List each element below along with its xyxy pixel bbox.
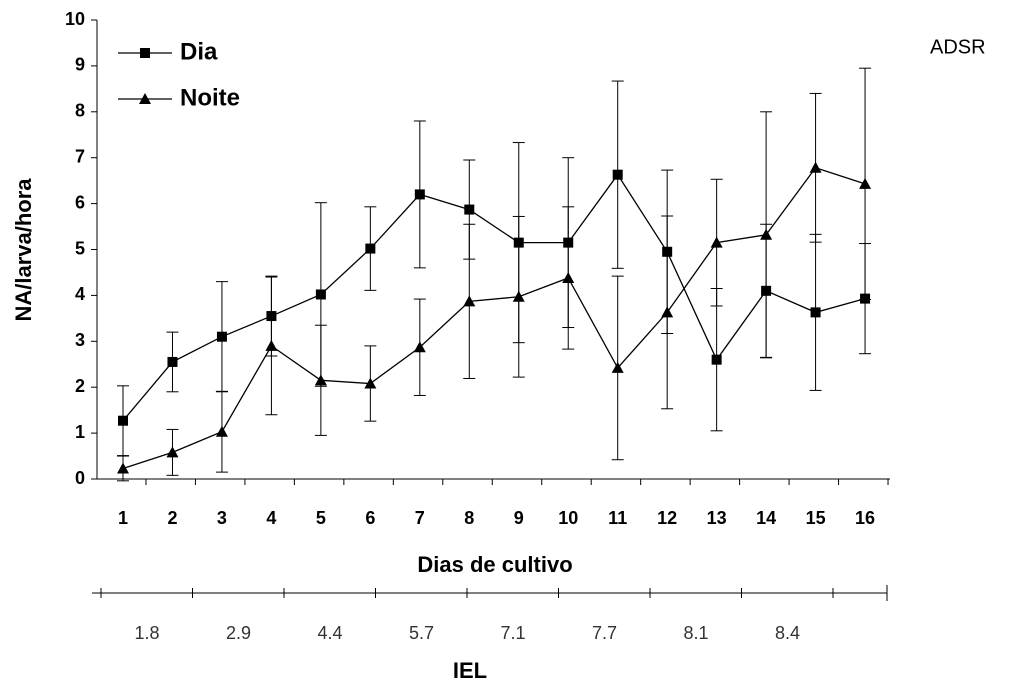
x-tick-label: 12 bbox=[657, 508, 677, 528]
series-line bbox=[122, 167, 866, 470]
marker bbox=[464, 204, 475, 215]
legend-marker bbox=[139, 93, 151, 104]
y-axis-label: NA/larva/hora bbox=[11, 178, 36, 322]
x-tick-label: 15 bbox=[806, 508, 826, 528]
y-tick-label: 6 bbox=[75, 192, 85, 212]
y-tick-label: 1 bbox=[75, 422, 85, 442]
x-tick-label: 7 bbox=[415, 508, 425, 528]
marker bbox=[810, 307, 821, 318]
secondary-axis-label: IEL bbox=[453, 658, 487, 683]
marker bbox=[809, 161, 822, 173]
x-tick-label: 3 bbox=[217, 508, 227, 528]
marker bbox=[612, 169, 623, 180]
y-tick-label: 8 bbox=[75, 101, 85, 121]
marker bbox=[216, 331, 227, 342]
y-tick-label: 9 bbox=[75, 55, 85, 75]
secondary-tick-label: 8.1 bbox=[683, 623, 708, 643]
x-tick-label: 1 bbox=[118, 508, 128, 528]
marker bbox=[315, 289, 326, 300]
marker bbox=[711, 354, 722, 365]
x-tick-label: 16 bbox=[855, 508, 875, 528]
x-tick-label: 8 bbox=[464, 508, 474, 528]
x-tick-label: 9 bbox=[514, 508, 524, 528]
legend-marker bbox=[140, 48, 150, 58]
marker bbox=[760, 228, 773, 240]
y-tick-label: 4 bbox=[75, 284, 85, 304]
x-tick-label: 14 bbox=[756, 508, 776, 528]
annotation: ADSR bbox=[930, 36, 986, 58]
marker bbox=[365, 243, 376, 254]
legend-label: Noite bbox=[180, 84, 240, 111]
x-tick-label: 4 bbox=[266, 508, 276, 528]
marker bbox=[413, 341, 426, 353]
marker bbox=[414, 189, 425, 200]
marker bbox=[661, 306, 674, 318]
secondary-tick-label: 2.9 bbox=[226, 623, 251, 643]
marker bbox=[265, 339, 278, 351]
y-tick-label: 2 bbox=[75, 376, 85, 396]
legend-label: Dia bbox=[180, 38, 218, 65]
marker bbox=[512, 290, 525, 302]
x-axis-label: Dias de cultivo bbox=[417, 552, 572, 577]
y-tick-label: 7 bbox=[75, 146, 85, 166]
x-tick-label: 2 bbox=[167, 508, 177, 528]
marker bbox=[364, 377, 377, 389]
y-tick-label: 3 bbox=[75, 330, 85, 350]
x-tick-label: 10 bbox=[558, 508, 578, 528]
y-tick-label: 5 bbox=[75, 238, 85, 258]
secondary-tick-label: 7.7 bbox=[592, 623, 617, 643]
secondary-tick-label: 4.4 bbox=[317, 623, 342, 643]
marker bbox=[314, 374, 327, 386]
secondary-tick-label: 8.4 bbox=[775, 623, 800, 643]
series-line bbox=[122, 173, 866, 422]
marker bbox=[859, 177, 872, 189]
marker bbox=[562, 271, 575, 283]
marker bbox=[215, 425, 228, 437]
marker bbox=[710, 236, 723, 248]
marker bbox=[167, 356, 178, 367]
marker bbox=[117, 462, 129, 474]
marker bbox=[166, 446, 179, 458]
y-tick-label: 0 bbox=[75, 468, 85, 488]
secondary-tick-label: 1.8 bbox=[134, 623, 159, 643]
x-tick-label: 6 bbox=[365, 508, 375, 528]
secondary-tick-label: 5.7 bbox=[409, 623, 434, 643]
y-tick-label: 10 bbox=[65, 9, 85, 29]
secondary-tick-label: 7.1 bbox=[500, 623, 525, 643]
marker bbox=[611, 361, 624, 373]
x-tick-label: 11 bbox=[608, 508, 627, 528]
marker bbox=[463, 295, 476, 307]
x-tick-label: 13 bbox=[707, 508, 727, 528]
x-tick-label: 5 bbox=[316, 508, 326, 528]
marker bbox=[118, 415, 128, 426]
